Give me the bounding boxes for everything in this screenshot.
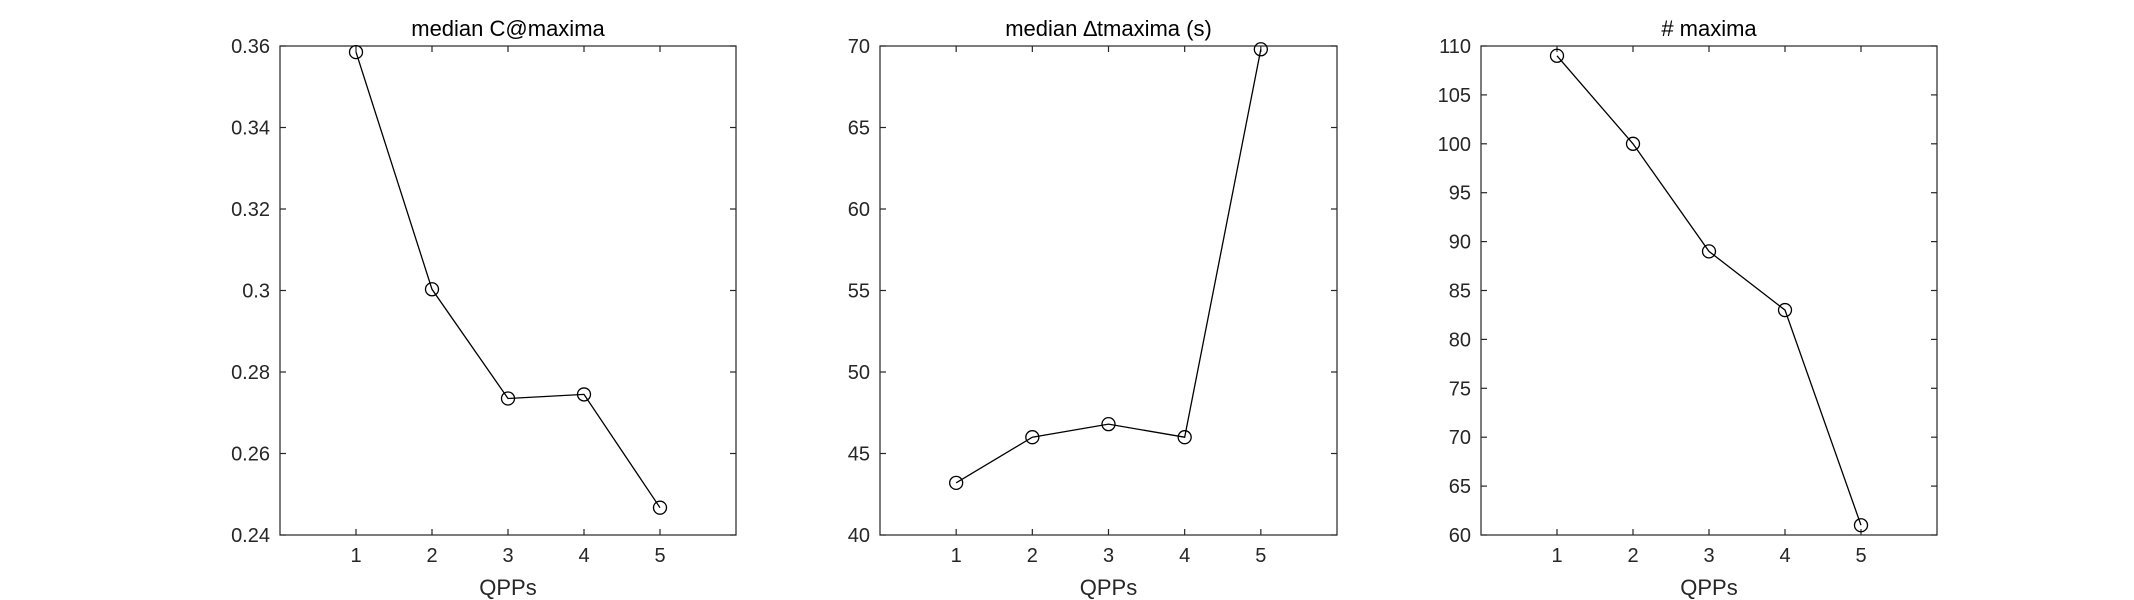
x-axis-label: QPPs <box>1680 575 1737 600</box>
y-tick-label: 0.36 <box>231 36 270 58</box>
x-tick-label: 1 <box>350 545 361 567</box>
series-line <box>1556 55 1862 526</box>
data-point-qpp-1 <box>1549 48 1565 63</box>
y-tick-label: 45 <box>848 444 870 466</box>
y-tick-label: 75 <box>1449 378 1471 400</box>
x-tick-label: 1 <box>1551 545 1562 567</box>
axes-box <box>279 45 737 536</box>
x-tick-label: 5 <box>1255 545 1266 567</box>
data-point-qpp-3 <box>1701 244 1717 259</box>
data-point-qpp-3 <box>500 391 516 406</box>
series-line <box>955 49 1262 484</box>
x-tick-label: 2 <box>1027 545 1038 567</box>
y-tick-label: 0.24 <box>231 525 270 547</box>
x-axis-label: QPPs <box>479 575 536 600</box>
y-tick-label: 110 <box>1439 36 1471 58</box>
x-tick-label: 3 <box>502 545 513 567</box>
y-tick-label: 80 <box>1449 329 1471 351</box>
data-point-qpp-5 <box>1853 518 1869 533</box>
x-tick-label: 4 <box>578 545 589 567</box>
y-tick-label: 50 <box>848 362 870 384</box>
data-point-qpp-2 <box>1625 136 1641 151</box>
chart-median-c-at-maxima: 0.24 0.26 0.28 0.3 0.32 0.34 0.36 1 2 3 4 5 median C… <box>231 16 737 600</box>
y-tick-label: 55 <box>848 281 870 303</box>
y-tick-label: 105 <box>1438 85 1471 107</box>
y-tick-label: 0.3 <box>242 281 270 303</box>
chart-title: median C@maxima <box>411 16 605 41</box>
x-tick-label: 5 <box>1855 545 1866 567</box>
y-tick-label: 40 <box>848 525 870 547</box>
x-tick-label: 5 <box>654 545 665 567</box>
data-point-qpp-4 <box>576 387 592 402</box>
y-tick-label: 65 <box>1449 476 1471 498</box>
y-tick-label: 70 <box>1449 427 1471 449</box>
data-point-qpp-2 <box>424 282 440 297</box>
y-tick-label: 85 <box>1449 281 1471 303</box>
series-line <box>355 51 661 509</box>
x-tick-label: 4 <box>1779 545 1790 567</box>
data-point-qpp-1 <box>949 475 964 490</box>
y-tick-label: 70 <box>848 36 870 58</box>
data-point-qpp-3 <box>1101 417 1116 432</box>
chart-number-of-maxima: 60 65 70 75 80 85 90 95 100 105 110 1 2 3 4 5 # maxima QP… <box>1438 16 1938 600</box>
y-tick-label: 0.26 <box>231 444 270 466</box>
x-tick-label: 2 <box>426 545 437 567</box>
y-tick-label: 100 <box>1438 134 1471 156</box>
y-tick-label: 90 <box>1449 232 1471 254</box>
axes-box <box>879 45 1338 536</box>
x-tick-label: 4 <box>1179 545 1190 567</box>
data-point-qpp-5 <box>1253 42 1268 57</box>
data-point-qpp-1 <box>348 44 364 60</box>
data-point-qpp-5 <box>652 500 668 515</box>
x-tick-label: 3 <box>1703 545 1714 567</box>
chart-title: median ∆tmaxima (s) <box>1005 16 1212 41</box>
x-axis-label: QPPs <box>1080 575 1137 600</box>
y-tick-label: 0.28 <box>231 362 270 384</box>
y-tick-label: 65 <box>848 118 870 140</box>
data-point-qpp-4 <box>1777 302 1793 318</box>
x-tick-label: 1 <box>951 545 962 567</box>
y-tick-label: 0.34 <box>231 118 270 140</box>
y-tick-label: 60 <box>1449 525 1471 547</box>
axes-box <box>1480 45 1938 536</box>
y-tick-label: 0.32 <box>231 199 270 221</box>
chart-title: # maxima <box>1661 16 1757 41</box>
data-point-qpp-4 <box>1177 430 1192 445</box>
x-tick-label: 3 <box>1103 545 1114 567</box>
y-tick-label: 95 <box>1449 183 1471 205</box>
data-point-qpp-2 <box>1025 430 1040 445</box>
x-tick-label: 2 <box>1627 545 1638 567</box>
y-tick-label: 60 <box>848 199 870 221</box>
